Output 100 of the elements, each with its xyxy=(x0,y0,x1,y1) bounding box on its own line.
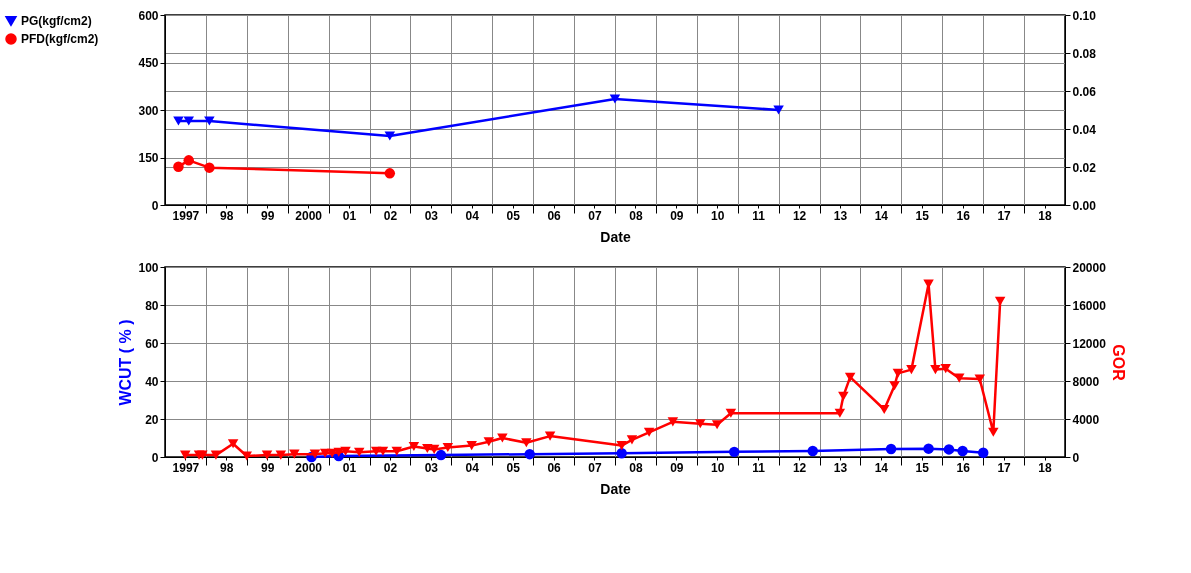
x-tick-label: 05 xyxy=(506,208,521,223)
y2-tick-label: 12000 xyxy=(1072,336,1107,351)
point xyxy=(988,427,999,437)
point xyxy=(309,449,321,459)
x-tick-label: 09 xyxy=(670,208,684,223)
point xyxy=(807,445,818,457)
y-tick-label: 40 xyxy=(145,374,159,389)
point xyxy=(906,365,917,375)
x-tick-label: 1997 xyxy=(172,460,200,475)
point xyxy=(844,372,856,382)
y-tick-label: 100 xyxy=(138,260,159,275)
point xyxy=(466,441,477,451)
y-axis-title: WCUT ( % ) xyxy=(117,319,135,406)
y-tick-label: 0 xyxy=(151,450,159,465)
point xyxy=(204,162,215,173)
y-tick-label: 80 xyxy=(145,298,159,313)
point xyxy=(173,116,184,126)
y2-tick-label: 0.10 xyxy=(1072,8,1097,23)
x-axis-title: Date xyxy=(600,480,631,497)
y-tick-label: 0 xyxy=(151,198,159,213)
point xyxy=(521,438,532,448)
x-tick-label: 12 xyxy=(792,208,807,223)
point xyxy=(626,435,638,445)
point xyxy=(483,437,495,447)
y2-tick-label: 0.06 xyxy=(1072,84,1097,99)
x-tick-label: 06 xyxy=(547,460,562,475)
point xyxy=(173,161,184,172)
x-tick-label: 13 xyxy=(833,460,848,475)
point xyxy=(616,447,627,459)
point xyxy=(728,446,740,458)
x-tick-label: 98 xyxy=(220,460,234,475)
y2-tick-label: 4000 xyxy=(1072,412,1100,427)
point xyxy=(838,391,849,401)
x-tick-label: 06 xyxy=(547,208,562,223)
point xyxy=(197,450,208,460)
x-tick-label: 99 xyxy=(260,460,275,475)
point xyxy=(977,447,989,459)
point xyxy=(442,442,454,453)
legend-label: PFD(kgf/cm2) xyxy=(21,32,99,46)
y-tick-label: 150 xyxy=(138,151,159,165)
point xyxy=(711,420,723,430)
point xyxy=(994,296,1006,306)
point xyxy=(183,155,194,166)
point xyxy=(609,94,621,104)
legend-label: PG(kgf/cm2) xyxy=(21,14,92,28)
point xyxy=(923,443,934,454)
x-tick-label: 12 xyxy=(792,460,807,475)
point xyxy=(353,447,365,457)
x-tick-label: 11 xyxy=(752,208,766,223)
x-tick-label: 01 xyxy=(342,208,357,223)
y2-tick-label: 20000 xyxy=(1072,260,1107,275)
point xyxy=(435,449,447,461)
point xyxy=(930,365,941,375)
point xyxy=(384,131,396,141)
x-tick-label: 07 xyxy=(588,460,602,475)
x-tick-label: 15 xyxy=(915,208,930,223)
y2-tick-label: 0.04 xyxy=(1072,122,1097,137)
x-tick-label: 14 xyxy=(874,460,889,475)
point xyxy=(391,446,402,456)
x-tick-label: 04 xyxy=(465,460,480,475)
y2-axis-title: GOR xyxy=(1109,344,1127,382)
point xyxy=(954,373,965,383)
y-tick-label: 600 xyxy=(138,8,159,23)
y2-tick-label: 16000 xyxy=(1072,298,1107,313)
x-tick-label: 1997 xyxy=(172,208,200,223)
y2-tick-label: 0 xyxy=(1072,450,1080,465)
x-tick-label: 08 xyxy=(629,460,643,475)
point xyxy=(524,448,535,460)
point xyxy=(408,442,420,452)
x-tick-label: 01 xyxy=(342,460,357,475)
y-tick-label: 60 xyxy=(145,336,159,351)
x-tick-label: 2000 xyxy=(295,208,323,223)
point xyxy=(377,446,389,456)
point xyxy=(885,443,897,455)
x-axis-title: Date xyxy=(600,228,631,245)
point xyxy=(384,168,396,179)
y2-tick-label: 0.08 xyxy=(1072,46,1097,61)
point xyxy=(695,419,706,429)
x-tick-label: 15 xyxy=(915,460,930,475)
x-tick-label: 05 xyxy=(506,460,521,475)
point xyxy=(667,417,679,427)
x-tick-label: 10 xyxy=(711,208,725,223)
x-tick-label: 11 xyxy=(752,460,766,475)
x-tick-label: 03 xyxy=(424,460,439,475)
x-tick-label: 18 xyxy=(1038,208,1052,223)
y2-tick-label: 8000 xyxy=(1072,374,1100,389)
x-tick-label: 13 xyxy=(833,208,848,223)
x-tick-label: 02 xyxy=(383,208,398,223)
point xyxy=(940,364,951,374)
point xyxy=(957,445,968,457)
point xyxy=(834,408,846,418)
x-tick-label: 16 xyxy=(956,208,971,223)
point xyxy=(773,105,784,115)
x-tick-label: 09 xyxy=(670,460,684,475)
point xyxy=(643,427,655,437)
x-tick-label: 17 xyxy=(997,460,1012,475)
x-tick-label: 17 xyxy=(997,208,1012,223)
x-tick-label: 99 xyxy=(260,208,275,223)
point xyxy=(497,433,508,443)
point xyxy=(210,450,222,460)
